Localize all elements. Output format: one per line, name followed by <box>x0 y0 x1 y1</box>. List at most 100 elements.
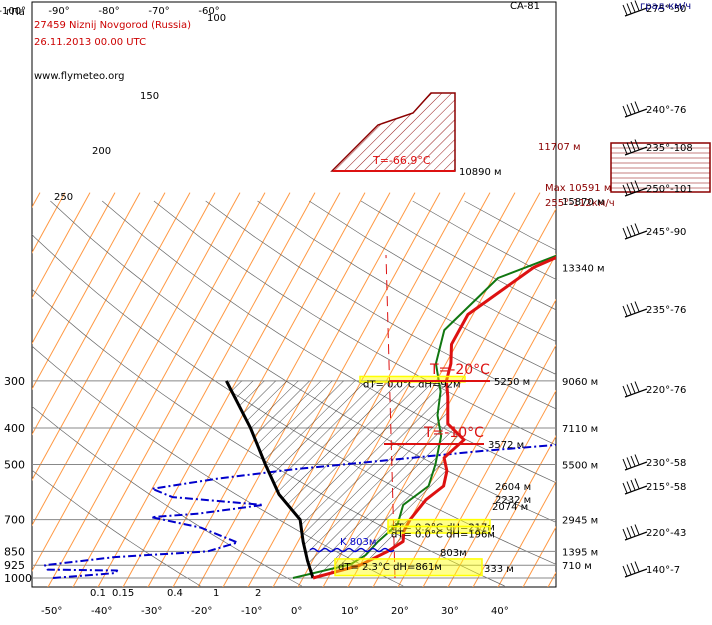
wind-barb-feather <box>630 1 636 13</box>
wind-barb-feather <box>630 181 636 193</box>
isotherm-line <box>32 192 116 345</box>
wind-barb-feather <box>634 180 640 191</box>
k-label: K 803м <box>340 537 376 548</box>
pressure-unit-label: гПа <box>6 7 25 18</box>
website-label: www.flymeteo.org <box>34 71 125 82</box>
wind-barb: 275°-50 <box>622 0 686 17</box>
parcel-series-line <box>225 380 315 579</box>
height-label: 15870 м <box>562 197 605 208</box>
isotherm-line <box>122 192 341 587</box>
isotherm-line <box>472 435 556 587</box>
pressure-tick-label: 700 <box>4 514 25 527</box>
wind-barb-staff <box>624 485 648 495</box>
temperature-level: T=-20°C 5250 м <box>390 362 530 388</box>
inversion-layer: dT= 0.0°C dH=92м <box>359 375 466 390</box>
k-wave-line <box>309 547 395 553</box>
wind-barb: 235°-76 <box>622 301 686 318</box>
wind-barb-label: 235°-108 <box>646 143 693 154</box>
temperature-tick-label: 30° <box>441 606 459 617</box>
max-wind-direction-label: 255°-112км/ч <box>545 198 615 209</box>
wind-barb-staff <box>624 187 648 197</box>
isotherm-line <box>569 193 712 594</box>
temperature-tick-label: 20° <box>391 606 409 617</box>
wind-barb-feather <box>622 305 628 317</box>
wind-barb-feather <box>622 105 628 117</box>
wind-barb-feather <box>626 481 632 492</box>
dry-adiabat-line <box>32 405 302 587</box>
wind-barb: 230°-58 <box>622 454 686 471</box>
level-temperature-label: T=-10°C <box>423 425 484 441</box>
wind-barb-feather <box>634 381 640 392</box>
humidity-series-line <box>44 443 556 579</box>
wind-barb-staff <box>624 7 648 17</box>
pressure-tick-label: 925 <box>4 559 25 572</box>
wind-barb-feather <box>622 227 628 239</box>
dry-adiabat-line <box>32 469 201 587</box>
wind-barb-feather <box>634 301 640 312</box>
wind-barb-feather <box>626 527 632 538</box>
extra-height-label: 2604 м <box>495 482 531 493</box>
pressure-diag-label: 150 <box>140 91 159 102</box>
wind-barb-staff <box>624 461 648 471</box>
isotherm-line <box>32 192 91 300</box>
wind-barb-feather <box>630 382 636 394</box>
isotherm-line <box>0 193 15 594</box>
wind-barb-label: 245°-90 <box>646 227 686 238</box>
wind-barb-staff <box>624 146 648 156</box>
wind-barb: 215°-58 <box>622 478 686 495</box>
top-temperature-tick-label: -70° <box>148 6 169 17</box>
wind-barb-label: 250°-101 <box>646 184 693 195</box>
wind-barb-feather <box>626 104 632 115</box>
wind-barb-label: 235°-76 <box>646 305 686 316</box>
height-label: 9060 м <box>562 377 598 388</box>
height-label: 7110 м <box>562 424 598 435</box>
isotherm-line <box>72 192 291 587</box>
inversion-label: dT= 0.2°C dH=217м <box>391 523 495 534</box>
pressure-tick-label: 400 <box>4 422 25 435</box>
wind-barb-label: 240°-76 <box>646 105 686 116</box>
wind-unit-label: град-км/ч <box>640 1 692 12</box>
wind-barb-feather <box>622 458 628 470</box>
inversion-box <box>387 525 491 534</box>
inversion-layer: dT= 0.0°C dH=196м <box>387 525 495 540</box>
level-temperature-label: T=-66.9°C <box>372 154 431 167</box>
wind-barb-feather <box>626 226 632 237</box>
level-height-label: 3572 м <box>488 440 524 451</box>
station-label: 27459 Niznij Novgorod (Russia) <box>34 20 192 31</box>
wind-barb-feather <box>626 384 632 395</box>
wind-barb: 245°-90 <box>622 223 686 240</box>
isotherm-line <box>547 571 556 587</box>
wind-barb-feather <box>634 478 640 489</box>
wind-barb-feather <box>626 183 632 194</box>
wind-barb-feather <box>622 143 628 155</box>
wind-barb-feather <box>634 561 640 572</box>
wind-barbs: 275°-50 240°-76 235°-108 250°-101 245°-90 235… <box>610 0 711 578</box>
isotherm-line <box>32 192 141 390</box>
top-temperature-tick-label: -90° <box>48 6 69 17</box>
pressure-tick-label: 850 <box>4 545 25 558</box>
dry-adiabat-line <box>153 200 556 446</box>
max-wind-label: Max 10591 м <box>545 183 611 194</box>
wind-barb-feather <box>630 455 636 467</box>
isotherm-line <box>32 192 241 572</box>
top-temperature-tick-label: -60° <box>198 6 219 17</box>
wind-barb-staff <box>624 568 648 578</box>
extra-height-label: 333 м <box>484 564 514 575</box>
wind-barb-feather <box>622 4 628 16</box>
wind-barb-feather <box>634 139 640 150</box>
level-markers: T=-66.9°C 10890 м T=-20°C 5250 м T=-10°C 3572… <box>309 92 615 575</box>
inversion-layer: dT= 2.3°C dH=861м <box>334 558 483 577</box>
level-temperature-label: T=-20°C <box>429 362 490 378</box>
mixing-ratio-label: 1 <box>213 588 219 599</box>
pressure-diag-label: 100 <box>207 13 226 24</box>
wind-barb-feather <box>622 528 628 540</box>
wind-barb-label: 230°-58 <box>646 458 686 469</box>
wind-barb-label: 140°-7 <box>646 565 680 576</box>
temperature-tick-label: -10° <box>241 606 262 617</box>
wind-barb-feather <box>626 304 632 315</box>
wind-barb-feather <box>622 482 628 494</box>
temperature-level: T=-66.9°C 10890 м <box>333 154 502 178</box>
sounding-lines <box>44 254 556 580</box>
pressure-tick-label: 1000 <box>4 572 32 585</box>
dry-adiabat-line <box>101 200 556 484</box>
